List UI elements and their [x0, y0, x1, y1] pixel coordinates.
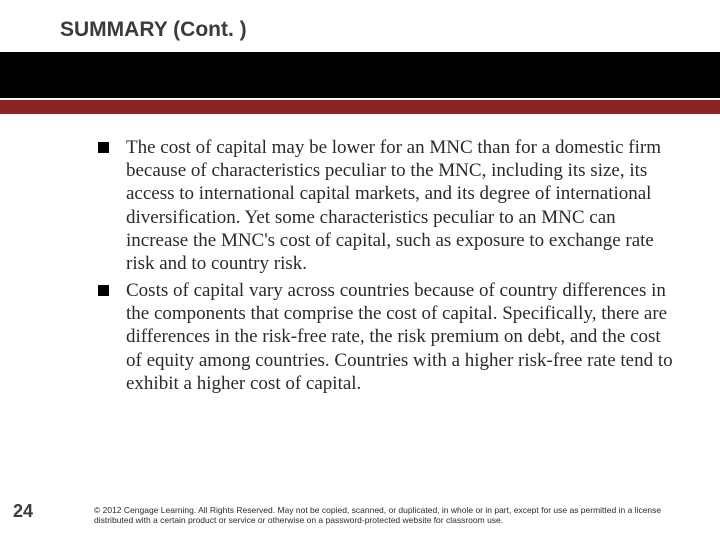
slide-title: SUMMARY (Cont. )	[0, 0, 720, 52]
content-area: The cost of capital may be lower for an …	[94, 136, 674, 399]
band-dark	[0, 52, 720, 98]
title-band	[0, 52, 720, 114]
copyright-footer: © 2012 Cengage Learning. All Rights Rese…	[94, 505, 684, 526]
page-number: 24	[13, 501, 33, 522]
title-region: SUMMARY (Cont. )	[0, 0, 720, 114]
bullet-item: Costs of capital vary across countries b…	[94, 279, 674, 395]
slide: SUMMARY (Cont. ) The cost of capital may…	[0, 0, 720, 540]
bullet-item: The cost of capital may be lower for an …	[94, 136, 674, 275]
bullet-list: The cost of capital may be lower for an …	[94, 136, 674, 395]
band-accent	[0, 100, 720, 114]
